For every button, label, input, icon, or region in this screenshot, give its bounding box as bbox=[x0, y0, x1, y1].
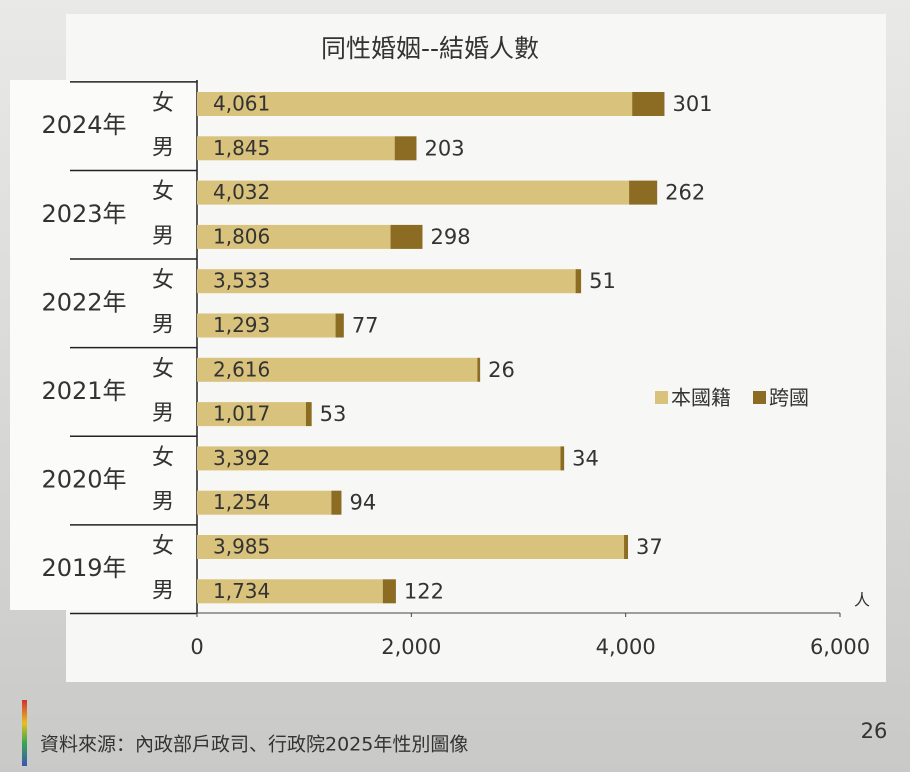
bar-segment bbox=[390, 224, 423, 249]
chart-title: 同性婚姻--結婚人數 bbox=[321, 34, 539, 63]
source-bar bbox=[22, 700, 27, 766]
chart-panel bbox=[66, 14, 886, 682]
value-label: 51 bbox=[589, 269, 616, 293]
value-label: 37 bbox=[636, 535, 663, 559]
group-label: 2020年 bbox=[41, 466, 126, 494]
group-label: 2019年 bbox=[41, 554, 126, 582]
x-tick-label: 4,000 bbox=[596, 635, 656, 659]
bar-segment bbox=[197, 535, 625, 559]
legend-label: 跨國 bbox=[769, 386, 809, 410]
y-tick-label: 男 bbox=[152, 135, 174, 160]
legend-swatch bbox=[753, 391, 766, 404]
bar-segment bbox=[335, 313, 344, 338]
x-tick-label: 6,000 bbox=[810, 635, 870, 659]
bar-segment bbox=[624, 535, 629, 559]
legend-label: 本國籍 bbox=[671, 386, 731, 410]
value-label: 26 bbox=[488, 358, 515, 382]
y-tick-label: 男 bbox=[152, 578, 174, 603]
bar-segment bbox=[197, 269, 576, 294]
value-label: 3,533 bbox=[213, 269, 270, 293]
bar-segment bbox=[197, 402, 306, 427]
bar-segment bbox=[197, 313, 336, 338]
value-label: 4,032 bbox=[213, 180, 270, 204]
y-tick-label: 女 bbox=[152, 268, 174, 293]
legend-swatch bbox=[655, 391, 668, 404]
x-tick-label: 0 bbox=[190, 635, 203, 659]
x-tick-label: 2,000 bbox=[381, 635, 441, 659]
bar-segment bbox=[331, 490, 342, 515]
value-label: 3,392 bbox=[213, 446, 270, 470]
bar-segment bbox=[394, 136, 417, 161]
value-label: 203 bbox=[424, 136, 464, 160]
bar-segment bbox=[197, 136, 395, 161]
group-label: 2024年 bbox=[41, 111, 126, 139]
bar-segment bbox=[629, 180, 658, 205]
bar-segment bbox=[477, 357, 481, 382]
y-tick-label: 女 bbox=[152, 534, 174, 559]
bar-segment bbox=[560, 446, 565, 471]
value-label: 1,734 bbox=[213, 579, 270, 603]
bar-segment bbox=[632, 92, 665, 116]
value-label: 1,845 bbox=[213, 136, 270, 160]
value-label: 262 bbox=[665, 181, 705, 205]
group-label: 2021年 bbox=[41, 377, 126, 405]
group-label: 2022年 bbox=[41, 288, 126, 316]
value-label: 298 bbox=[430, 225, 470, 249]
value-label: 77 bbox=[352, 314, 379, 338]
value-label: 4,061 bbox=[213, 92, 270, 116]
bar-segment bbox=[575, 269, 582, 294]
bar-segment bbox=[197, 490, 332, 515]
value-label: 301 bbox=[672, 92, 712, 116]
y-tick-label: 女 bbox=[152, 445, 174, 470]
bar-segment bbox=[305, 402, 312, 427]
value-label: 2,616 bbox=[213, 357, 270, 381]
value-label: 1,254 bbox=[213, 490, 270, 514]
source: 資料來源：內政部戶政司、行政院2025年性別圖像 bbox=[40, 734, 468, 756]
x-axis-label: 人 bbox=[854, 591, 870, 610]
group-table bbox=[10, 80, 200, 610]
value-label: 1,017 bbox=[213, 402, 270, 426]
y-tick-label: 女 bbox=[152, 91, 174, 116]
value-label: 94 bbox=[349, 491, 376, 515]
y-tick-label: 女 bbox=[152, 357, 174, 382]
bar-segment bbox=[197, 92, 633, 116]
bar-segment bbox=[197, 180, 630, 205]
value-label: 1,293 bbox=[213, 313, 270, 337]
bar-segment bbox=[197, 224, 391, 249]
bar-segment bbox=[382, 579, 396, 604]
value-label: 122 bbox=[404, 579, 444, 603]
y-tick-label: 男 bbox=[152, 401, 174, 426]
value-label: 53 bbox=[320, 402, 347, 426]
y-tick-label: 男 bbox=[152, 313, 174, 338]
page-number: 26 bbox=[861, 719, 888, 743]
bar-segment bbox=[197, 579, 383, 604]
value-label: 34 bbox=[572, 446, 599, 470]
group-label: 2023年 bbox=[41, 200, 126, 228]
value-label: 3,985 bbox=[213, 535, 270, 559]
y-tick-label: 男 bbox=[152, 224, 174, 249]
value-label: 1,806 bbox=[213, 224, 270, 248]
bar-segment bbox=[197, 357, 478, 382]
bar-segment bbox=[197, 446, 561, 471]
y-tick-label: 男 bbox=[152, 490, 174, 515]
y-tick-label: 女 bbox=[152, 180, 174, 205]
